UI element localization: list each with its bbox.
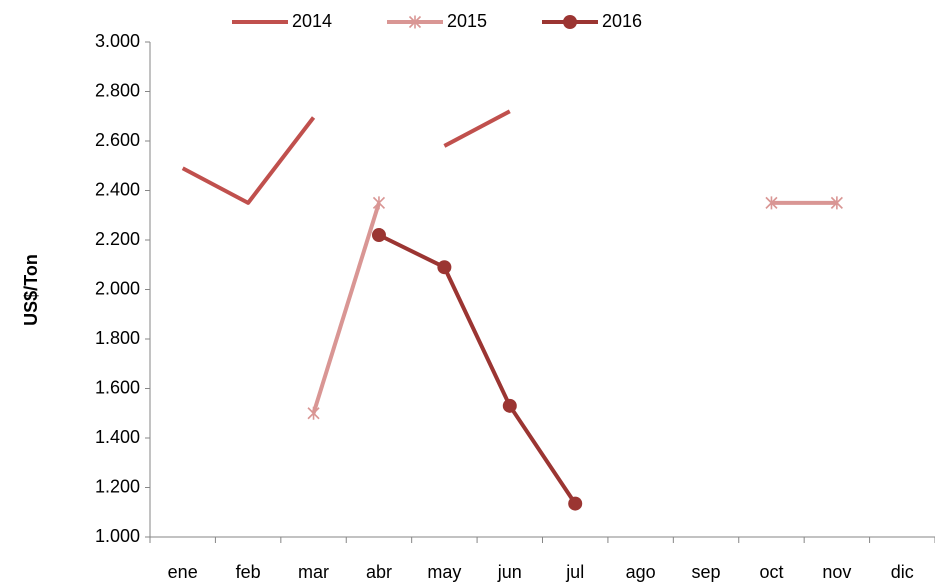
marker: [830, 196, 843, 210]
x-tick-label: abr: [366, 562, 392, 582]
x-tick-label: ene: [168, 562, 198, 582]
marker: [437, 260, 452, 275]
y-tick-label: 1.200: [95, 476, 140, 496]
marker: [502, 398, 517, 413]
x-tick-label: feb: [236, 562, 261, 582]
line: [443, 109, 511, 148]
line: [181, 116, 316, 205]
marker: [563, 15, 577, 29]
y-tick-label: 3.000: [95, 31, 140, 51]
y-tick-label: 2.800: [95, 80, 140, 100]
y-tick-label: 1.000: [95, 526, 140, 546]
x-tick-label: nov: [822, 562, 851, 582]
marker: [307, 406, 320, 420]
marker: [371, 228, 386, 243]
line: [311, 202, 381, 414]
x-tick-label: sep: [692, 562, 721, 582]
y-tick-label: 2.400: [95, 179, 140, 199]
y-tick-label: 2.200: [95, 229, 140, 249]
x-tick-label: jun: [497, 562, 522, 582]
legend-label: 2016: [602, 11, 642, 31]
y-tick-label: 2.000: [95, 278, 140, 298]
marker: [372, 196, 386, 210]
marker: [765, 196, 778, 210]
x-tick-label: jul: [565, 562, 584, 582]
line: [378, 233, 577, 505]
y-axis-label: US$/Ton: [21, 254, 41, 326]
marker: [568, 496, 583, 511]
x-tick-label: oct: [759, 562, 783, 582]
legend-label: 2015: [447, 11, 487, 31]
y-tick-label: 2.600: [95, 130, 140, 150]
y-tick-label: 1.800: [95, 328, 140, 348]
y-tick-label: 1.400: [95, 427, 140, 447]
x-tick-label: ago: [626, 562, 656, 582]
x-tick-label: dic: [891, 562, 914, 582]
y-tick-label: 1.600: [95, 377, 140, 397]
marker: [408, 15, 422, 29]
x-tick-label: mar: [298, 562, 329, 582]
legend-label: 2014: [292, 11, 332, 31]
x-tick-label: may: [427, 562, 461, 582]
